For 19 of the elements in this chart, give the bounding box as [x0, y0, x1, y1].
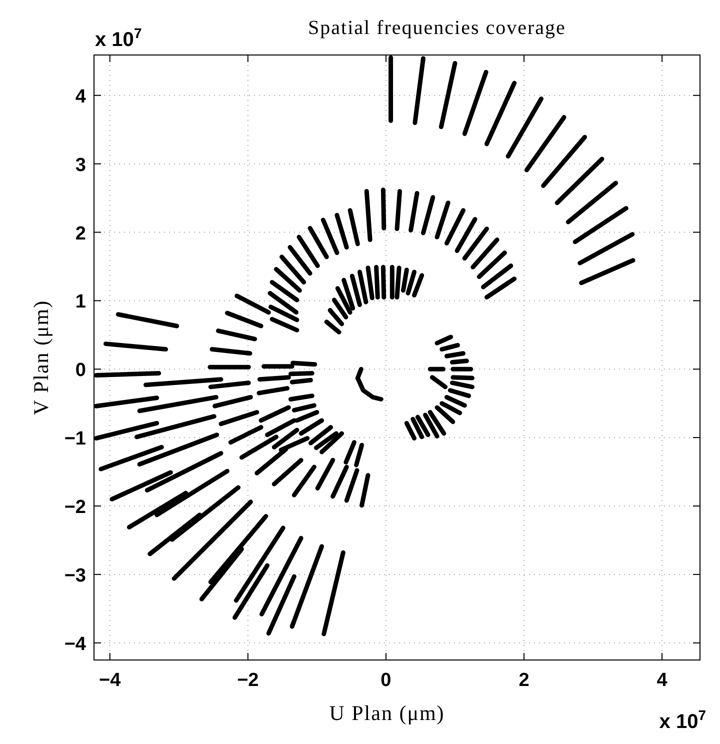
chart-title: Spatial frequencies coverage: [308, 17, 566, 39]
x-tick-label: 4: [656, 670, 668, 691]
y-tick-label: −4: [64, 634, 86, 655]
y-axis-title: V Plan (μm): [29, 300, 53, 416]
text: x 10$^{7}$: [659, 707, 706, 733]
text: x 10$^{7}$: [95, 25, 142, 51]
y-tick-label: 2: [75, 223, 86, 244]
y-tick-label: −2: [64, 497, 86, 518]
x-tick-label: −4: [99, 670, 122, 691]
x-axis-title: U Plan (μm): [329, 701, 445, 725]
x-tick-label: 0: [380, 670, 392, 691]
y-tick-label: 1: [75, 292, 86, 313]
x-tick-label: −2: [237, 670, 259, 691]
y-tick-label: 3: [75, 154, 86, 176]
y-tick-label: 4: [75, 86, 86, 108]
y-tick-label: −3: [64, 565, 86, 586]
y-tick-label: 0: [75, 360, 86, 382]
y-tick-label: −1: [64, 428, 86, 450]
x-tick-label: 2: [518, 670, 530, 691]
